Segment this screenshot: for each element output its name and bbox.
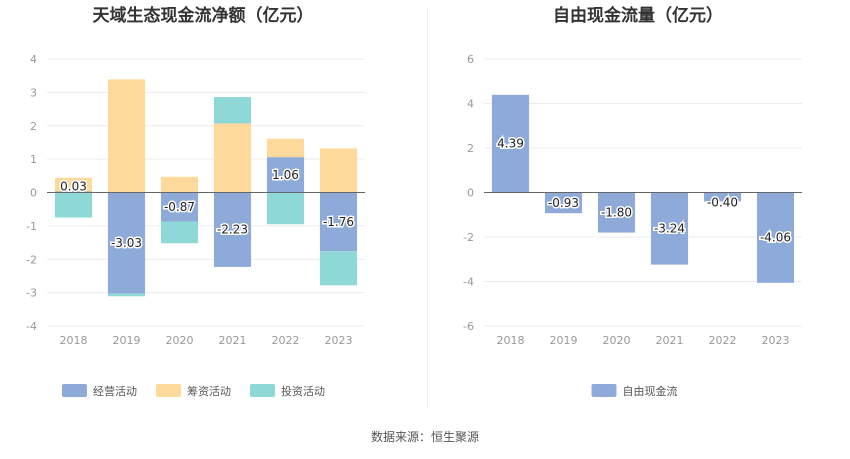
bar-fcf xyxy=(491,94,530,193)
x-tick-label: 2022 xyxy=(272,334,300,347)
x-tick-label: 2018 xyxy=(60,334,88,347)
x-tick-label: 2020 xyxy=(603,334,631,347)
bar-investing xyxy=(213,97,252,124)
cashflow-net-chart-panel: 天域生态现金流净额（亿元） -4 -3 -2 -1 0 1 2 3 4 2018 2019 2020 20… xyxy=(0,0,425,420)
free-cashflow-chart: 自由现金流量（亿元） -6 -4 -2 0 2 4 6 2018 2019 2020 2021 2022… xyxy=(463,5,802,398)
bar-investing xyxy=(160,221,199,244)
y-tick-label: 2 xyxy=(467,142,474,155)
bar-financing xyxy=(319,148,358,193)
bar-fcf xyxy=(756,192,795,283)
legend-label: 自由现金流 xyxy=(623,384,678,398)
data-label: -3.03 xyxy=(111,236,142,250)
bar-operating xyxy=(54,191,93,193)
bar-fcf xyxy=(650,192,689,265)
legend-label: 投资活动 xyxy=(281,384,325,398)
chart-title: 天域生态现金流净额（亿元） xyxy=(93,5,314,26)
data-label: -4.06 xyxy=(760,231,791,245)
bar-operating xyxy=(160,192,199,222)
data-label: 0.03 xyxy=(60,180,87,194)
data-label: -1.76 xyxy=(323,215,354,229)
y-tick-label: 3 xyxy=(30,86,37,99)
bar-financing xyxy=(266,138,305,158)
x-tick-label: 2018 xyxy=(497,334,525,347)
legend-swatch xyxy=(591,384,617,397)
data-label: -0.93 xyxy=(548,196,579,210)
x-tick-label: 2023 xyxy=(762,334,790,347)
data-label: -3.24 xyxy=(654,222,685,236)
legend-swatch xyxy=(250,384,275,397)
legend-swatch xyxy=(62,384,87,397)
bar-investing xyxy=(319,251,358,286)
y-tick-label: 2 xyxy=(30,120,37,133)
bar-fcf xyxy=(703,192,742,202)
bar-operating xyxy=(107,192,146,294)
x-tick-label: 2021 xyxy=(219,334,247,347)
bar-operating xyxy=(266,157,305,193)
y-tick-label: -2 xyxy=(463,231,474,244)
y-tick-label: -1 xyxy=(26,220,37,233)
bar-operating xyxy=(319,192,358,252)
bar-investing xyxy=(266,192,305,225)
legend-label: 筹资活动 xyxy=(187,384,231,398)
y-tick-label: 4 xyxy=(467,98,474,111)
bar-fcf xyxy=(544,192,583,214)
bar-financing xyxy=(160,176,199,193)
data-label: 4.39 xyxy=(497,137,524,151)
y-tick-label: -2 xyxy=(26,253,37,266)
y-tick-label: 6 xyxy=(467,53,474,66)
y-tick-label: 1 xyxy=(30,153,37,166)
free-cashflow-chart-panel: 自由现金流量（亿元） -6 -4 -2 0 2 4 6 2018 2019 2020 2021 2022… xyxy=(428,0,850,420)
x-tick-label: 2019 xyxy=(113,334,141,347)
bar-investing xyxy=(54,192,93,218)
data-label: -2.23 xyxy=(217,223,248,237)
data-label: -0.40 xyxy=(707,196,738,210)
bar-operating xyxy=(213,192,252,267)
bar-fcf xyxy=(597,192,636,233)
bar-financing xyxy=(107,79,146,193)
x-tick-label: 2019 xyxy=(550,334,578,347)
x-tick-label: 2020 xyxy=(166,334,194,347)
legend-label: 经营活动 xyxy=(93,384,137,398)
x-tick-label: 2023 xyxy=(325,334,353,347)
panel-divider xyxy=(427,8,428,408)
x-tick-label: 2022 xyxy=(709,334,737,347)
y-tick-label: -4 xyxy=(463,276,474,289)
data-label: -1.80 xyxy=(601,206,632,220)
data-label: 1.06 xyxy=(272,168,299,182)
bar-financing xyxy=(54,177,93,192)
y-tick-label: 0 xyxy=(467,187,474,200)
y-tick-label: 4 xyxy=(30,53,37,66)
y-tick-label: -3 xyxy=(26,287,37,300)
y-tick-label: -4 xyxy=(26,320,37,333)
legend-swatch xyxy=(156,384,181,397)
cashflow-net-chart: 天域生态现金流净额（亿元） -4 -3 -2 -1 0 1 2 3 4 2018 2019 2020 20… xyxy=(26,5,365,398)
data-source-note: 数据来源：恒生聚源 xyxy=(370,430,479,444)
y-tick-label: 0 xyxy=(30,187,37,200)
x-tick-label: 2021 xyxy=(656,334,684,347)
bar-financing xyxy=(213,123,252,193)
chart-title: 自由现金流量（亿元） xyxy=(553,5,723,26)
data-label: -0.87 xyxy=(164,200,195,214)
y-tick-label: -6 xyxy=(463,320,474,333)
bar-investing xyxy=(107,293,146,297)
